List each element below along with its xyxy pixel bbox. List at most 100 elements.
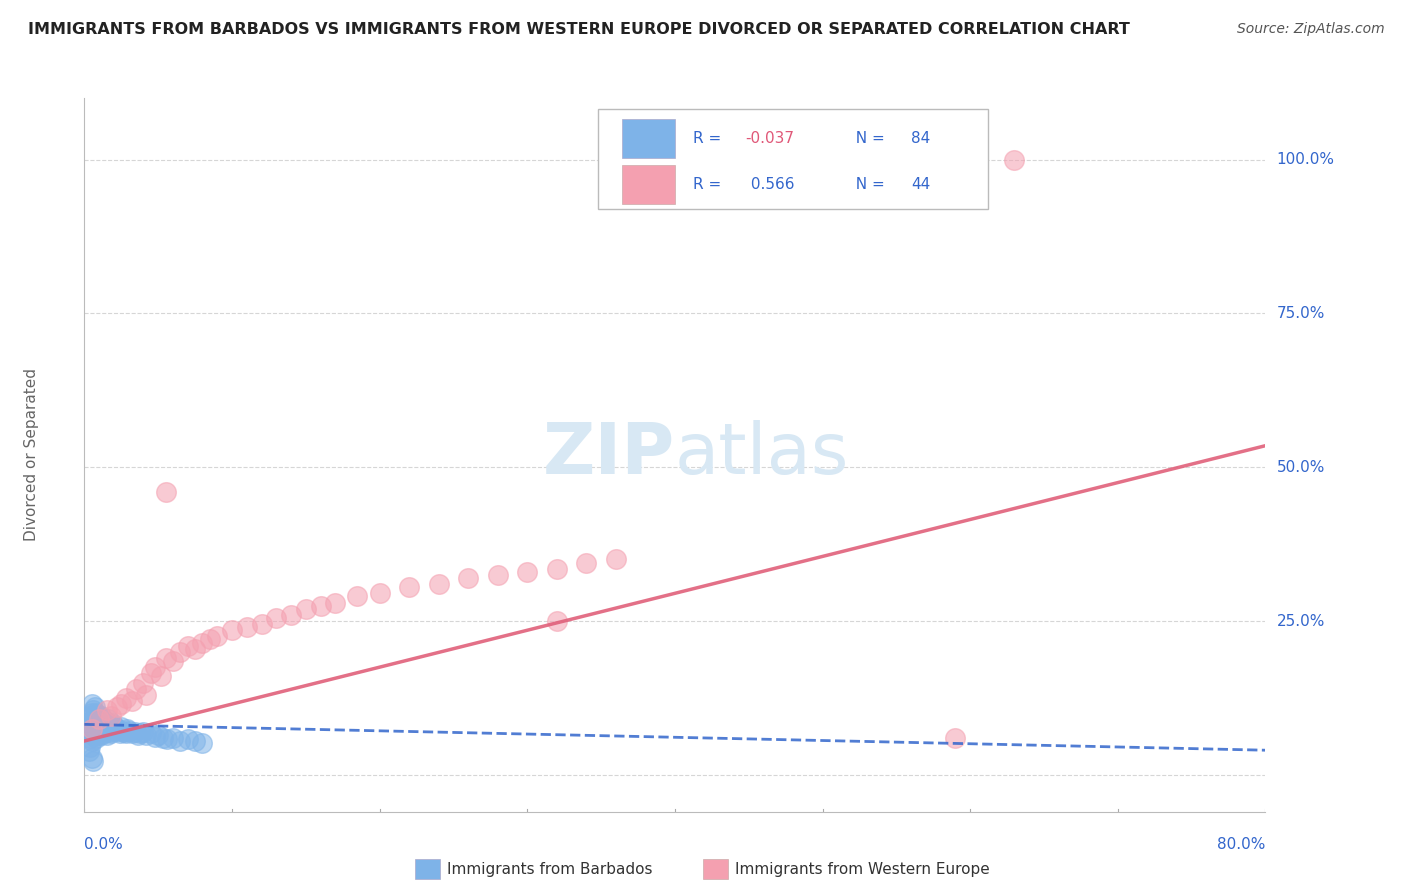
- Point: [83, 718, 105, 732]
- Point: [90, 709, 112, 723]
- Point: [87, 726, 111, 740]
- Point: [80, 706, 103, 721]
- Point: [143, 730, 166, 744]
- Point: [309, 599, 332, 613]
- Point: [177, 732, 200, 747]
- Point: [112, 724, 135, 739]
- Bar: [621, 165, 675, 204]
- Point: [143, 660, 166, 674]
- Point: [1004, 153, 1026, 167]
- Point: [79, 731, 101, 745]
- Point: [118, 723, 141, 738]
- Point: [100, 709, 122, 723]
- Point: [135, 688, 157, 702]
- Point: [83, 726, 105, 740]
- Point: [94, 714, 117, 728]
- Point: [83, 700, 105, 714]
- Point: [82, 728, 104, 742]
- Point: [94, 723, 117, 738]
- Point: [91, 711, 114, 725]
- Text: 0.0%: 0.0%: [84, 837, 124, 852]
- Point: [82, 754, 104, 768]
- Bar: [621, 119, 675, 158]
- Point: [84, 723, 107, 738]
- Point: [427, 577, 450, 591]
- Point: [82, 713, 104, 727]
- Text: 75.0%: 75.0%: [1277, 306, 1324, 321]
- Point: [221, 624, 243, 638]
- Point: [105, 722, 128, 736]
- Point: [156, 732, 179, 747]
- Text: ZIP: ZIP: [543, 420, 675, 490]
- Point: [84, 731, 107, 745]
- Point: [79, 709, 101, 723]
- Point: [110, 720, 132, 734]
- Point: [86, 709, 108, 723]
- Point: [104, 720, 127, 734]
- Point: [86, 723, 108, 737]
- Point: [121, 726, 143, 740]
- Point: [87, 713, 111, 727]
- Point: [205, 629, 228, 643]
- Point: [169, 645, 191, 659]
- Point: [945, 731, 967, 745]
- Text: 0.566: 0.566: [745, 178, 794, 193]
- Text: IMMIGRANTS FROM BARBADOS VS IMMIGRANTS FROM WESTERN EUROPE DIVORCED OR SEPARATED: IMMIGRANTS FROM BARBADOS VS IMMIGRANTS F…: [28, 22, 1130, 37]
- Point: [516, 565, 538, 579]
- Text: Divorced or Separated: Divorced or Separated: [24, 368, 39, 541]
- Point: [96, 703, 118, 717]
- Point: [114, 690, 136, 705]
- Point: [191, 635, 214, 649]
- Text: R =: R =: [693, 178, 725, 193]
- Point: [546, 614, 568, 628]
- Point: [101, 722, 124, 736]
- Point: [87, 720, 111, 734]
- Point: [198, 632, 221, 647]
- Point: [148, 728, 170, 742]
- Point: [80, 722, 103, 736]
- FancyBboxPatch shape: [598, 109, 988, 209]
- Point: [135, 728, 157, 742]
- Point: [84, 706, 107, 721]
- Point: [129, 726, 152, 740]
- Point: [80, 734, 103, 748]
- Point: [132, 675, 155, 690]
- Point: [264, 611, 288, 625]
- Point: [96, 722, 118, 736]
- Point: [114, 726, 136, 740]
- Point: [105, 700, 128, 714]
- Point: [82, 722, 104, 736]
- Text: R =: R =: [693, 131, 725, 146]
- Point: [184, 734, 207, 748]
- Point: [139, 726, 162, 740]
- Point: [323, 596, 347, 610]
- Point: [83, 709, 105, 723]
- Point: [80, 724, 103, 739]
- Point: [100, 726, 122, 740]
- Point: [162, 654, 184, 668]
- Point: [97, 720, 120, 734]
- Text: -0.037: -0.037: [745, 131, 794, 146]
- Point: [169, 734, 191, 748]
- Point: [575, 556, 598, 570]
- Point: [191, 736, 214, 750]
- Point: [77, 724, 100, 739]
- Text: 44: 44: [911, 178, 931, 193]
- Point: [87, 717, 111, 731]
- Point: [108, 726, 131, 740]
- Point: [90, 714, 112, 728]
- Text: 25.0%: 25.0%: [1277, 614, 1324, 629]
- Text: Source: ZipAtlas.com: Source: ZipAtlas.com: [1237, 22, 1385, 37]
- Point: [96, 717, 118, 731]
- Point: [98, 717, 121, 731]
- Point: [139, 666, 162, 681]
- Point: [86, 715, 108, 730]
- Point: [103, 723, 125, 738]
- Point: [184, 641, 207, 656]
- Point: [80, 697, 103, 711]
- Point: [79, 740, 101, 755]
- Point: [295, 601, 318, 615]
- Point: [111, 723, 134, 738]
- Point: [80, 718, 103, 732]
- Point: [235, 620, 259, 634]
